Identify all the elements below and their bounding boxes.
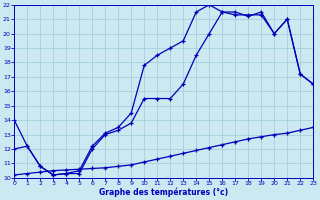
X-axis label: Graphe des températures (°c): Graphe des températures (°c) (99, 188, 228, 197)
